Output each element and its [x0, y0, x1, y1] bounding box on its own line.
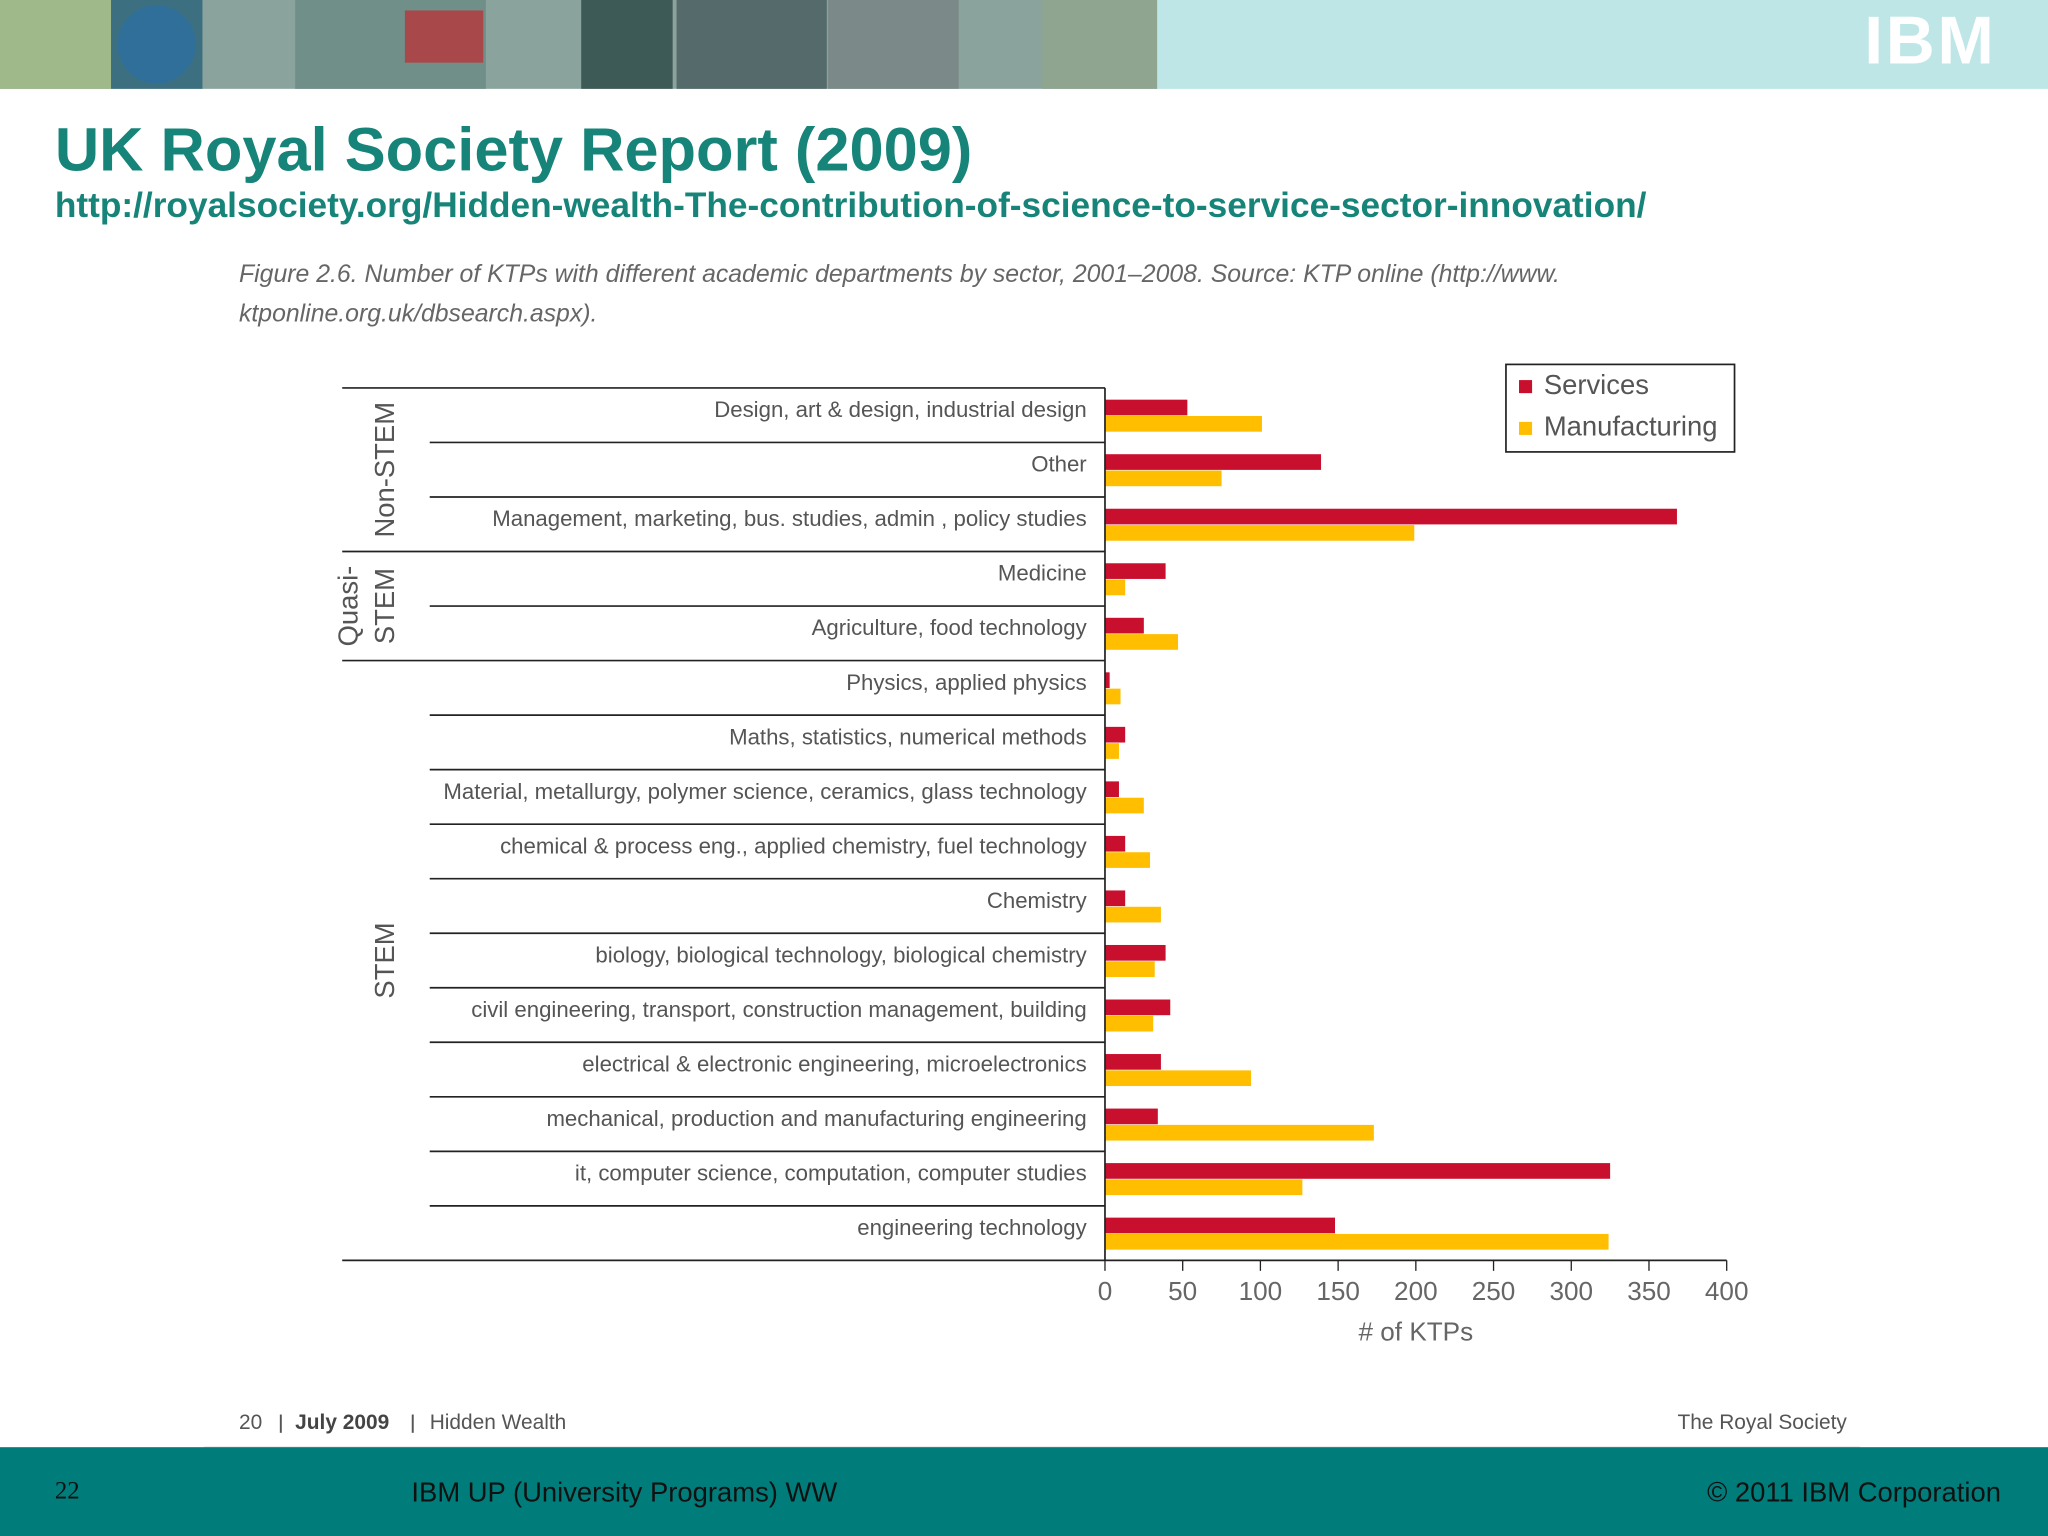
category-label: Material, metallurgy, polymer science, c…	[443, 779, 1087, 804]
group-label: Non-STEM	[369, 402, 400, 538]
category-label: biology, biological technology, biologic…	[595, 942, 1087, 967]
publisher: The Royal Society	[1677, 1411, 1847, 1434]
category-label: Medicine	[998, 561, 1087, 586]
chart: Design, art & design, industrial design O…	[332, 363, 1749, 1346]
category-label: chemical & process eng., applied chemist…	[500, 833, 1088, 858]
bar	[1104, 726, 1126, 743]
bar	[1104, 525, 1415, 541]
bar	[1104, 688, 1121, 705]
bar	[1104, 835, 1126, 852]
legend-swatch	[1519, 380, 1533, 394]
bar	[1104, 617, 1144, 634]
bar	[1104, 1233, 1609, 1250]
x-tick-label: 300	[1549, 1276, 1593, 1306]
group-label: Quasi-	[332, 566, 363, 647]
x-tick-label: 50	[1168, 1276, 1197, 1306]
bar	[1104, 1070, 1252, 1087]
banner	[0, 0, 2048, 89]
category-label: civil engineering, transport, constructi…	[471, 997, 1086, 1022]
caption: Figure 2.6. Number of KTPs with differen…	[239, 261, 1560, 288]
bar	[1104, 1054, 1161, 1070]
group-label: STEM	[369, 568, 400, 644]
legend-swatch	[1519, 421, 1533, 435]
x-tick-label: 200	[1394, 1276, 1438, 1306]
category-label: it, computer science, computation, compu…	[575, 1161, 1087, 1186]
category-label: Other	[1031, 452, 1087, 477]
category-label: Agriculture, food technology	[812, 615, 1088, 640]
bar	[1104, 1179, 1303, 1196]
footer-band	[0, 1447, 2048, 1536]
legend-label: Manufacturing	[1544, 411, 1718, 442]
copyright: © 2011 IBM Corporation	[1707, 1476, 2001, 1507]
bar	[1104, 890, 1126, 907]
category-label: Chemistry	[987, 888, 1088, 913]
x-tick-label: 350	[1627, 1276, 1671, 1306]
publication: Hidden Wealth	[430, 1411, 567, 1434]
legend-label: Services	[1544, 369, 1649, 400]
bar	[1104, 797, 1144, 814]
category-label: engineering technology	[857, 1215, 1087, 1240]
x-tick-label: 150	[1316, 1276, 1360, 1306]
bar	[1104, 672, 1110, 688]
group-label: STEM	[369, 922, 400, 998]
bar	[1104, 454, 1322, 470]
bar	[1104, 961, 1155, 977]
bar	[1104, 563, 1166, 579]
bar	[1104, 416, 1262, 432]
bar	[1104, 470, 1222, 487]
bar	[1104, 1015, 1154, 1032]
category-label: electrical & electronic engineering, mic…	[582, 1051, 1086, 1076]
category-label: mechanical, production and manufacturing…	[546, 1106, 1086, 1131]
date: July 2009	[295, 1411, 389, 1434]
bar	[1104, 999, 1171, 1016]
x-tick-label: 100	[1239, 1276, 1283, 1306]
bar	[1104, 743, 1119, 759]
category-label: Physics, applied physics	[846, 670, 1086, 695]
bar	[1104, 508, 1677, 525]
caption: ktponline.org.uk/dbsearch.aspx).	[239, 300, 597, 327]
bar	[1104, 781, 1119, 798]
program: IBM UP (University Programs) WW	[411, 1476, 837, 1507]
category-label: Design, art & design, industrial design	[714, 397, 1086, 422]
bar	[1104, 906, 1161, 923]
bar	[1104, 1124, 1374, 1141]
x-tick-label: 400	[1705, 1276, 1749, 1306]
slide-number: 22	[55, 1478, 80, 1505]
slide-title: UK Royal Society Report (2009)	[55, 115, 972, 184]
bar	[1104, 944, 1166, 961]
x-tick-label: 250	[1472, 1276, 1516, 1306]
bar	[1104, 579, 1126, 596]
x-axis-label: # of KTPs	[1359, 1316, 1474, 1346]
page-number: 20	[239, 1411, 262, 1434]
bar	[1104, 399, 1188, 416]
x-tick-label: 0	[1098, 1276, 1113, 1306]
bar	[1104, 1108, 1158, 1125]
category-label: Maths, statistics, numerical methods	[729, 724, 1087, 749]
ibm-logo: IBM	[1864, 4, 1996, 79]
source-url: http://royalsociety.org/Hidden-wealth-Th…	[55, 186, 1647, 225]
bar	[1104, 1217, 1336, 1234]
bar	[1104, 852, 1151, 868]
category-label: Management, marketing, bus. studies, adm…	[492, 506, 1086, 531]
bar	[1104, 1163, 1611, 1179]
bar	[1104, 634, 1179, 650]
legend-box	[1505, 363, 1736, 453]
